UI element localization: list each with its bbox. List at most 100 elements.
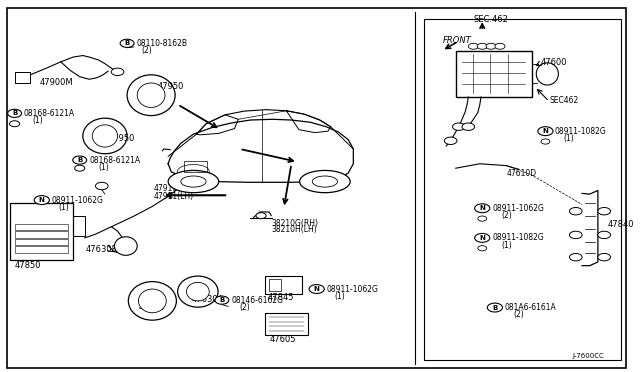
Ellipse shape: [138, 289, 166, 313]
Text: 38210G(RH): 38210G(RH): [271, 219, 318, 228]
Text: B: B: [220, 297, 225, 303]
Circle shape: [477, 43, 487, 49]
Ellipse shape: [137, 83, 165, 108]
Ellipse shape: [312, 176, 337, 187]
Text: 08110-8162B: 08110-8162B: [136, 39, 188, 48]
Text: 08911-1062G: 08911-1062G: [492, 204, 544, 213]
Text: 08911-1082G: 08911-1082G: [555, 126, 607, 136]
Text: 47970: 47970: [138, 303, 165, 312]
Text: (2): (2): [514, 311, 525, 320]
Circle shape: [444, 137, 457, 144]
Text: (1): (1): [563, 134, 574, 143]
Ellipse shape: [92, 125, 118, 147]
Circle shape: [468, 43, 479, 49]
Circle shape: [570, 253, 582, 261]
Text: N: N: [543, 128, 548, 134]
Text: N: N: [39, 197, 45, 203]
Text: 08168-6121A: 08168-6121A: [89, 155, 140, 164]
Bar: [184, 161, 207, 172]
Bar: [15, 72, 30, 83]
Text: 47950: 47950: [157, 82, 184, 91]
Text: B: B: [492, 305, 497, 311]
Text: 08168-6121A: 08168-6121A: [24, 109, 75, 118]
Text: SEC.462: SEC.462: [474, 15, 508, 24]
Bar: [424, 19, 621, 360]
Text: 47911(LH): 47911(LH): [154, 192, 194, 201]
Ellipse shape: [178, 164, 209, 178]
Text: N: N: [479, 235, 485, 241]
Bar: [15, 246, 68, 253]
Circle shape: [215, 296, 229, 304]
Text: (1): (1): [334, 292, 345, 301]
Circle shape: [120, 39, 134, 47]
Bar: [15, 224, 68, 231]
Ellipse shape: [168, 170, 219, 193]
Text: 47840: 47840: [607, 221, 634, 230]
Text: (1): (1): [501, 241, 512, 250]
Circle shape: [478, 216, 486, 221]
Circle shape: [598, 231, 611, 238]
Bar: [456, 51, 532, 97]
Text: 47630A: 47630A: [191, 295, 224, 304]
Circle shape: [8, 109, 22, 118]
Circle shape: [462, 123, 475, 131]
Text: 08911-1082G: 08911-1082G: [492, 233, 544, 243]
Ellipse shape: [115, 237, 137, 255]
Circle shape: [309, 285, 324, 294]
Circle shape: [538, 127, 553, 136]
Circle shape: [452, 123, 465, 131]
Ellipse shape: [536, 63, 558, 85]
Ellipse shape: [83, 118, 127, 154]
Text: J-7600CC: J-7600CC: [573, 353, 604, 359]
Text: N: N: [479, 205, 485, 211]
Circle shape: [495, 43, 505, 49]
Circle shape: [478, 246, 486, 251]
Circle shape: [487, 303, 502, 312]
Circle shape: [475, 234, 490, 242]
Text: B: B: [12, 110, 17, 116]
Text: 47845: 47845: [268, 294, 294, 302]
Bar: [15, 231, 68, 238]
Circle shape: [598, 253, 611, 261]
Bar: [265, 314, 308, 335]
Bar: [265, 276, 301, 294]
Text: B: B: [77, 157, 83, 163]
Text: (1): (1): [32, 116, 43, 125]
Text: (2): (2): [141, 46, 152, 55]
Bar: [74, 216, 84, 236]
Circle shape: [34, 196, 49, 205]
Circle shape: [73, 156, 86, 164]
Circle shape: [75, 165, 84, 171]
Text: 47605: 47605: [270, 335, 296, 344]
Circle shape: [570, 208, 582, 215]
Circle shape: [475, 204, 490, 213]
Circle shape: [486, 43, 496, 49]
Text: 081A6-6161A: 081A6-6161A: [505, 303, 557, 312]
Text: B: B: [124, 40, 130, 46]
Text: 47600: 47600: [541, 58, 568, 67]
Text: FRONT: FRONT: [443, 36, 472, 45]
Bar: [269, 279, 281, 291]
Text: N: N: [314, 286, 319, 292]
Circle shape: [95, 182, 108, 190]
Text: 47900M: 47900M: [40, 78, 74, 87]
Ellipse shape: [186, 282, 209, 301]
Circle shape: [256, 213, 266, 219]
Text: 38210H(LH): 38210H(LH): [271, 225, 317, 234]
Circle shape: [10, 121, 20, 127]
Text: (2): (2): [501, 211, 512, 220]
Circle shape: [541, 139, 550, 144]
Ellipse shape: [178, 276, 218, 307]
Text: 08146-6162G: 08146-6162G: [231, 296, 284, 305]
Text: 47630E: 47630E: [86, 244, 118, 253]
Ellipse shape: [300, 170, 350, 193]
Bar: [15, 238, 68, 245]
Bar: [10, 203, 74, 260]
Text: 08911-1062G: 08911-1062G: [51, 196, 103, 205]
Ellipse shape: [127, 75, 175, 116]
Text: 47610D: 47610D: [506, 169, 536, 177]
Text: SEC462: SEC462: [549, 96, 579, 105]
Text: 47950: 47950: [108, 134, 134, 143]
Text: (2): (2): [239, 303, 250, 312]
Text: 47910(RH): 47910(RH): [154, 185, 195, 193]
